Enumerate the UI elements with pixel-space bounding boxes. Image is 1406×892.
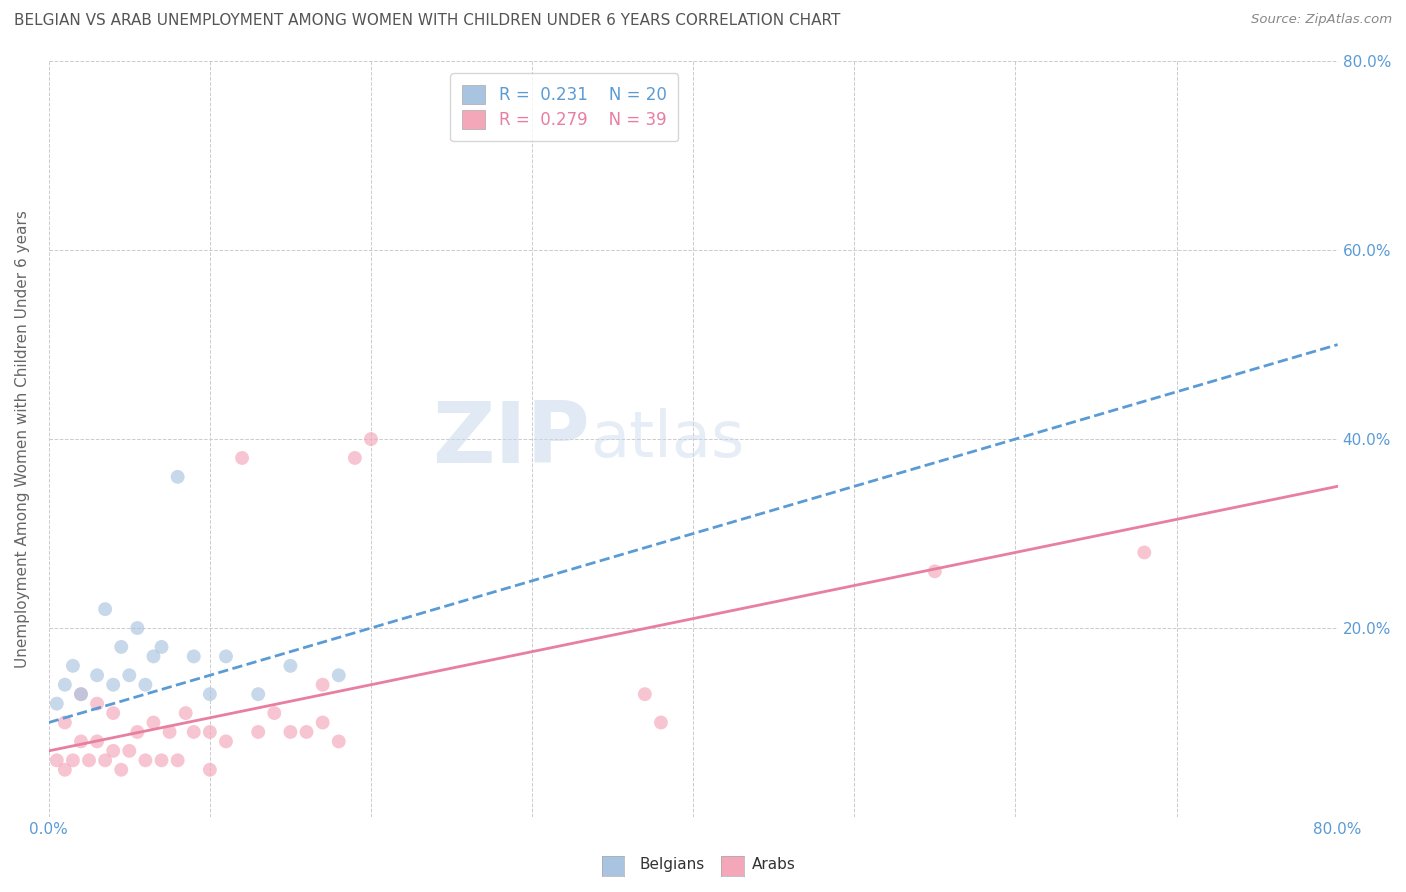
Point [118,668,141,682]
Point [110,640,132,654]
Point [94,753,117,767]
Point [280,658,302,673]
Point [215,649,238,664]
Point [634,687,657,701]
Point [127,725,149,739]
Point [166,470,188,484]
Point [45,753,67,767]
Point [103,706,125,720]
Point [924,565,946,579]
Point [150,753,173,767]
Point [86,734,108,748]
Point [142,715,165,730]
Point [45,697,67,711]
Point [150,640,173,654]
Point [77,753,100,767]
Point [215,734,238,748]
Point [62,658,84,673]
Point [198,763,221,777]
Point [360,432,382,446]
Text: Source: ZipAtlas.com: Source: ZipAtlas.com [1251,13,1392,27]
Point [183,649,205,664]
Point [70,687,93,701]
Point [62,753,84,767]
Point [134,678,156,692]
Point [159,725,181,739]
Point [263,706,285,720]
Point [86,697,108,711]
Point [183,725,205,739]
Text: Arabs: Arabs [752,857,796,872]
Point [1133,545,1156,559]
Point [103,744,125,758]
Point [86,668,108,682]
Text: Belgians: Belgians [640,857,704,872]
Point [174,706,197,720]
Point [311,678,333,692]
Point [53,763,76,777]
Point [94,602,117,616]
Point [247,725,270,739]
Text: ZIP: ZIP [432,398,591,481]
Point [103,678,125,692]
Point [328,734,350,748]
Point [53,678,76,692]
Legend: R =  0.231    N = 20, R =  0.279    N = 39: R = 0.231 N = 20, R = 0.279 N = 39 [450,73,678,141]
Point [127,621,149,635]
Point [134,753,156,767]
Text: atlas: atlas [591,408,744,470]
Point [53,715,76,730]
Point [280,725,302,739]
Point [343,450,366,465]
Point [328,668,350,682]
Point [70,687,93,701]
Point [118,744,141,758]
Point [110,763,132,777]
Point [198,687,221,701]
Point [142,649,165,664]
Point [311,715,333,730]
Point [295,725,318,739]
Point [70,734,93,748]
Point [231,450,253,465]
Text: BELGIAN VS ARAB UNEMPLOYMENT AMONG WOMEN WITH CHILDREN UNDER 6 YEARS CORRELATION: BELGIAN VS ARAB UNEMPLOYMENT AMONG WOMEN… [14,13,841,29]
Point [198,725,221,739]
Point [247,687,270,701]
Y-axis label: Unemployment Among Women with Children Under 6 years: Unemployment Among Women with Children U… [15,211,30,668]
Point [166,753,188,767]
Point [650,715,672,730]
